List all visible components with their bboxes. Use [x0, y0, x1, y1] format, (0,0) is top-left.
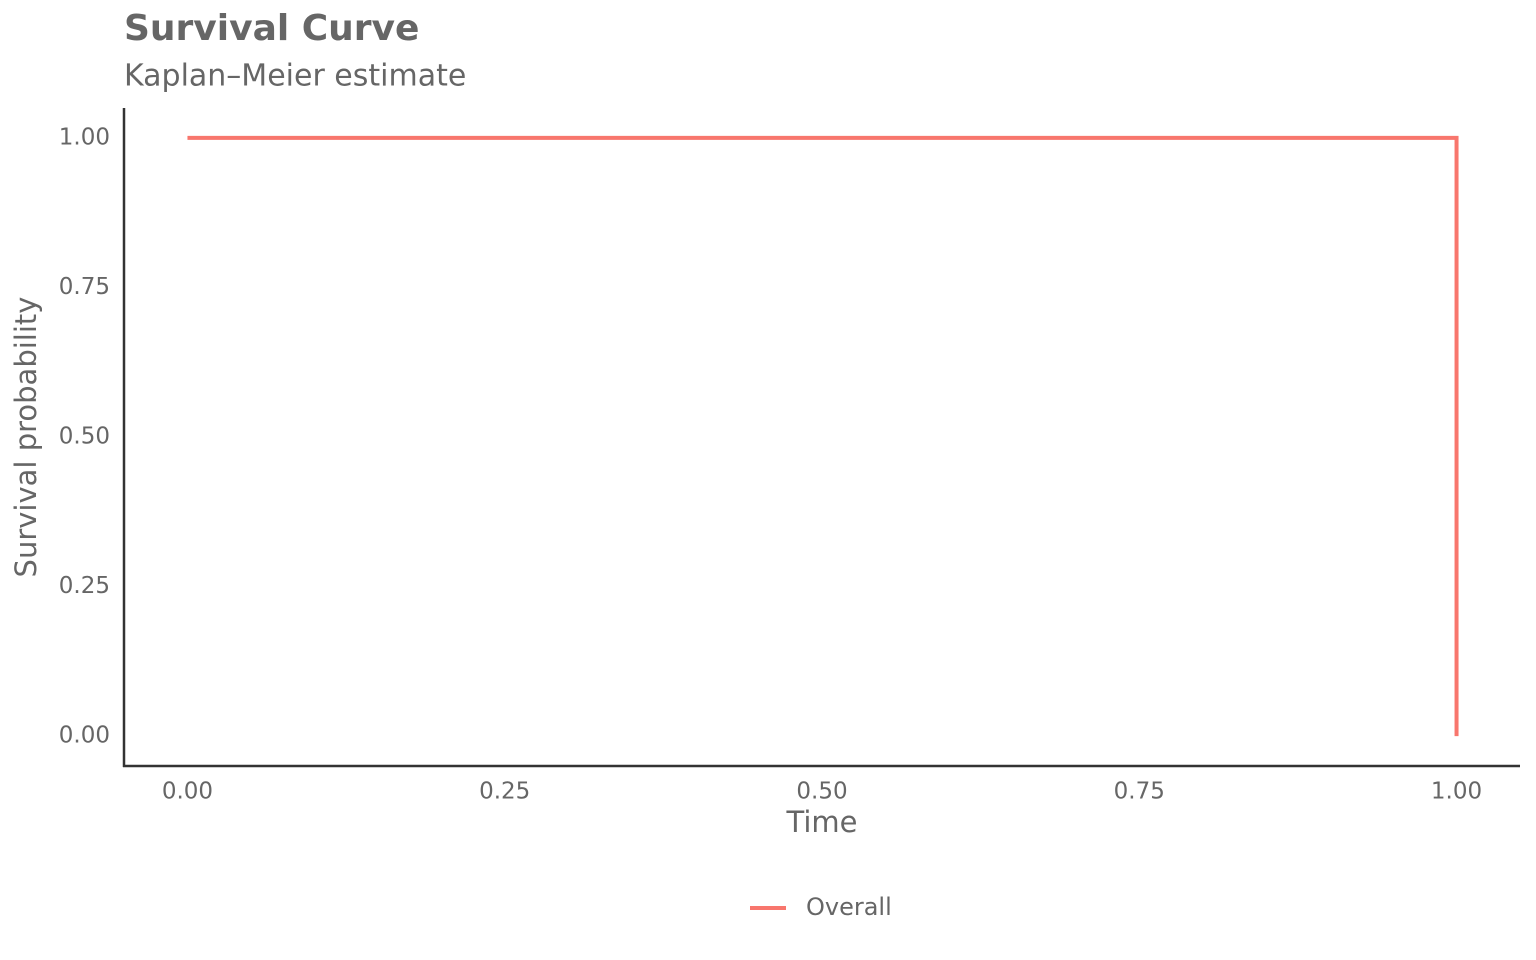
- chart-title: Survival Curve: [124, 8, 419, 49]
- chart-subtitle: Kaplan–Meier estimate: [124, 59, 466, 94]
- y-tick-label: 1.00: [59, 124, 110, 150]
- x-tick-label: 0.25: [479, 779, 530, 805]
- y-tick-label: 0.75: [59, 274, 110, 300]
- x-tick-label: 0.50: [796, 779, 847, 805]
- x-tick-label: 1.00: [1431, 779, 1482, 805]
- x-tick-label: 0.00: [162, 779, 213, 805]
- y-axis-title: Survival probability: [9, 297, 43, 578]
- series-line: [187, 135, 1459, 737]
- y-tick-label: 0.50: [59, 424, 110, 450]
- x-axis-title: Time: [786, 805, 858, 839]
- y-tick-label: 0.00: [59, 723, 110, 749]
- legend-label: Overall: [806, 893, 892, 921]
- y-tick-label: 0.25: [59, 573, 110, 599]
- x-tick-label: 0.75: [1114, 779, 1165, 805]
